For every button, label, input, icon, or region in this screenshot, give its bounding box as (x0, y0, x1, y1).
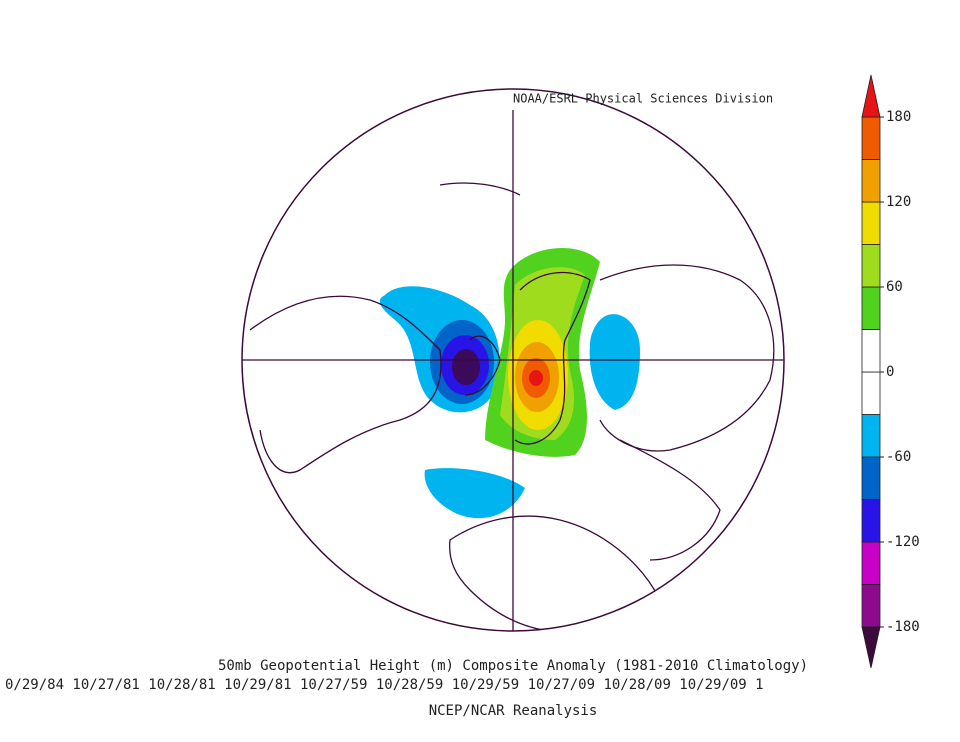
colorbar-extend-high (861, 74, 881, 118)
colorbar-bin (861, 286, 881, 330)
map (241, 88, 785, 632)
colorbar-bin (861, 116, 881, 160)
colorbar-tick-label: -180 (886, 619, 920, 635)
colorbar-tick-label: 180 (886, 109, 911, 125)
colorbar-bin (861, 244, 881, 288)
colorbar-tick-label: -120 (886, 534, 920, 550)
data-source: NCEP/NCAR Reanalysis (429, 703, 598, 719)
colorbar-extend-low (861, 626, 881, 669)
colorbar-bin (861, 456, 881, 500)
colorbar-tick-label: 120 (886, 194, 911, 210)
colorbar-tick-label: -60 (886, 449, 911, 465)
colorbar: 180 120 60 0 -60 -120 -180 (861, 74, 920, 669)
colorbar-bin (861, 499, 881, 543)
colorbar-bin (861, 541, 881, 585)
credit: NOAA/ESRL Physical Sciences Division (513, 92, 773, 106)
colorbar-bin (861, 414, 881, 458)
composite-dates: 0/29/84 10/27/81 10/28/81 10/29/81 10/27… (5, 677, 764, 693)
colorbar-tick-label: 60 (886, 279, 903, 295)
colorbar-bin (861, 201, 881, 245)
colorbar-bin (861, 371, 881, 415)
anomaly-field (249, 182, 775, 631)
colorbar-bin (861, 329, 881, 373)
colorbar-bin (861, 584, 881, 628)
map-title: 50mb Geopotential Height (m) Composite A… (218, 658, 808, 674)
colorbar-bin (861, 159, 881, 203)
colorbar-tick-label: 0 (886, 364, 894, 380)
